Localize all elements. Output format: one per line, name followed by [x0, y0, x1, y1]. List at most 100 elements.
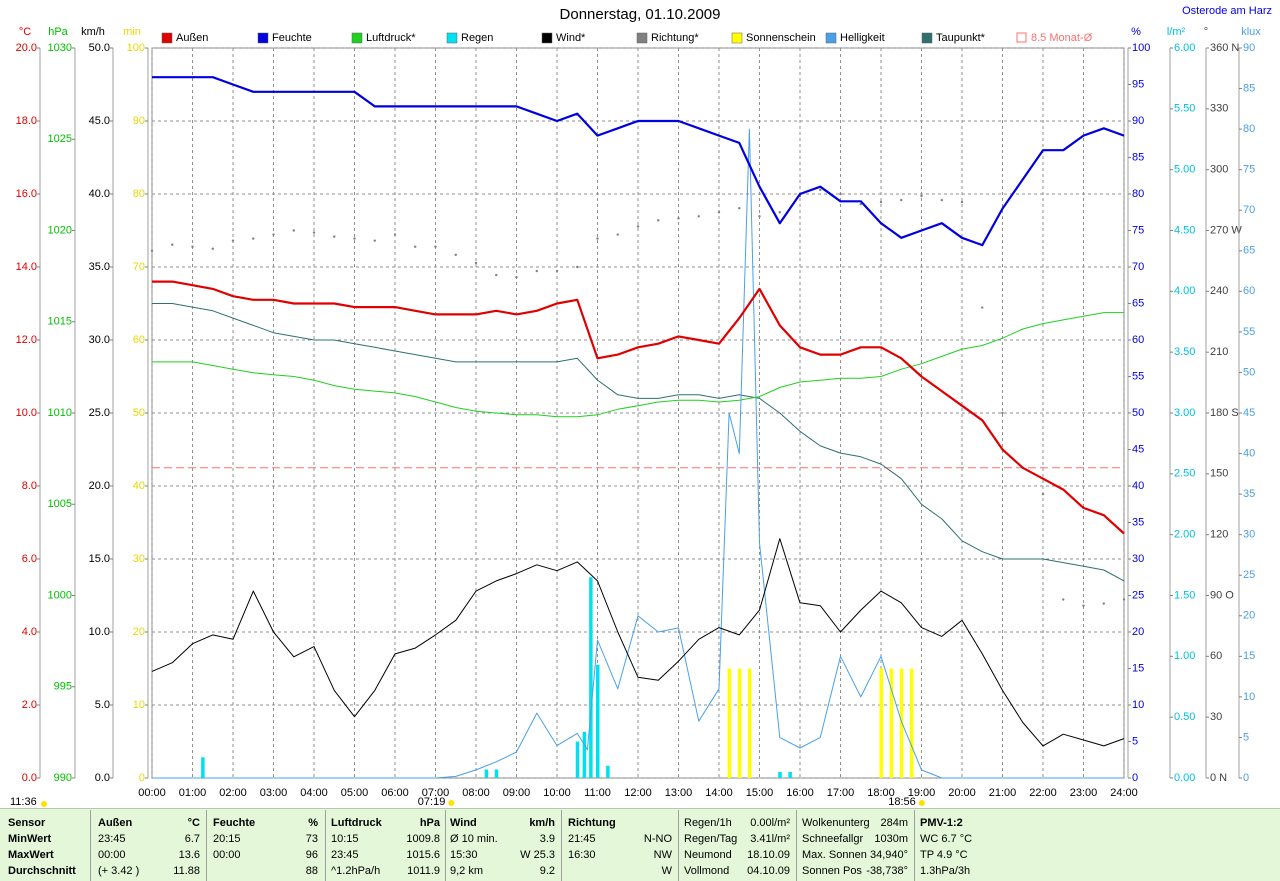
- y-tick-label: 35.0: [89, 261, 110, 273]
- y-tick-label: 270 W: [1210, 224, 1242, 236]
- stats-cell: 3.41l/m²: [750, 833, 790, 845]
- y-tick-label: 330: [1210, 103, 1228, 115]
- y-tick-label: 1025: [48, 133, 72, 145]
- legend-label: 8.5 Monat-Ø: [1031, 32, 1093, 44]
- y-tick-label: 20: [133, 626, 145, 638]
- stats-separators: [90, 810, 915, 881]
- x-tick-label: 00:00: [138, 787, 166, 799]
- y-tick-label: 65: [1132, 297, 1144, 309]
- series-dot: [1041, 492, 1045, 496]
- series-dot: [535, 269, 538, 273]
- y-tick-label: 40.0: [89, 188, 110, 200]
- y-tick-label: 10: [1132, 699, 1144, 711]
- series-dot: [474, 261, 478, 265]
- stats-cell: Außen: [98, 817, 133, 829]
- y-tick-label: 20: [1132, 626, 1144, 638]
- series-dot: [1082, 604, 1085, 607]
- x-tick-label: 18:00: [867, 787, 895, 799]
- y-tick-label: 35: [1132, 516, 1144, 528]
- y-tick-label: 15: [1132, 662, 1144, 674]
- axis-title: hPa: [48, 26, 68, 38]
- y-tick-label: 90: [1132, 115, 1144, 127]
- sun-dot: [41, 801, 47, 807]
- x-tick-label: 17:00: [827, 787, 855, 799]
- y-tick-label: 3.00: [1174, 407, 1195, 419]
- y-tick-label: 25: [1132, 589, 1144, 601]
- sun-dot: [448, 800, 455, 806]
- stats-cell: °C: [188, 817, 200, 829]
- series-dot: [414, 245, 417, 248]
- x-tick-label: 16:00: [786, 787, 814, 799]
- series-line: [152, 76, 1125, 247]
- axis-title: °: [1204, 26, 1208, 38]
- series-dot: [657, 219, 660, 222]
- bar: [727, 668, 732, 778]
- bar: [596, 664, 600, 778]
- y-tick-label: 75: [1132, 224, 1144, 236]
- series-line: [152, 128, 1124, 779]
- y-tick-label: 995: [54, 681, 72, 693]
- series-dot: [555, 269, 559, 273]
- y-tick-label: 5: [1243, 731, 1249, 743]
- stats-cell: hPa: [420, 817, 441, 829]
- x-tick-label: 12:00: [624, 787, 652, 799]
- bar: [484, 769, 489, 778]
- y-tick-label: 0: [139, 772, 145, 784]
- axis-title: °C: [19, 26, 31, 38]
- series-dot: [960, 200, 964, 204]
- y-tick-label: 60: [133, 334, 145, 346]
- legend-swatch: [921, 32, 933, 44]
- series-dot: [900, 198, 903, 202]
- stats-cell: Wolkenunterg: [802, 817, 870, 829]
- y-tick-label: 35: [1243, 488, 1255, 500]
- stats-cell: 1015.6: [406, 849, 440, 861]
- legend-swatch: [541, 32, 553, 44]
- series-dot: [859, 202, 862, 206]
- series-dot: [758, 215, 761, 218]
- x-tick-label: 20:00: [948, 787, 976, 799]
- y-tick-label: 40: [133, 480, 145, 492]
- bar: [778, 771, 782, 778]
- y-tick-label: 90: [1243, 42, 1255, 54]
- y-tick-label: 100: [127, 42, 145, 54]
- x-tick-label: 04:00: [300, 787, 328, 799]
- y-tick-label: 990: [54, 772, 72, 784]
- x-tick-label: 14:00: [705, 787, 733, 799]
- y-tick-label: 1000: [48, 589, 72, 601]
- sun-time: 18:56: [888, 796, 916, 808]
- stats-cell: 04.10.09: [747, 865, 790, 877]
- bar: [747, 668, 752, 778]
- series-dot: [454, 253, 457, 257]
- series-line: [152, 303, 1125, 582]
- y-tick-label: 25.0: [89, 407, 110, 419]
- y-tick-label: 90: [133, 115, 145, 127]
- series-dot: [677, 217, 680, 220]
- y-tick-label: 55: [1243, 326, 1255, 338]
- y-tick-label: 75: [1243, 164, 1255, 176]
- stats-cell: 3.9: [540, 833, 555, 845]
- series-dot: [191, 245, 194, 248]
- stats-cell: TP 4.9 °C: [920, 849, 968, 861]
- legend-swatch: [446, 32, 458, 44]
- stats-cell: Schneefallgr: [802, 833, 863, 845]
- y-tick-label: 40: [1243, 447, 1255, 459]
- y-tick-label: 8.0: [22, 480, 37, 492]
- bar: [909, 668, 914, 778]
- y-tick-label: 300: [1210, 164, 1228, 176]
- stats-cell: 9,2 km: [450, 865, 483, 877]
- bar: [737, 668, 742, 778]
- axis-title: %: [1131, 26, 1141, 38]
- y-tick-label: 1010: [48, 407, 72, 419]
- y-tick-label: 25: [1243, 569, 1255, 581]
- series-dot: [515, 275, 518, 279]
- y-tick-label: 80: [1132, 188, 1144, 200]
- x-tick-label: 13:00: [665, 787, 693, 799]
- y-tick-label: 50: [1243, 366, 1255, 378]
- axis-title: l/m²: [1167, 26, 1186, 38]
- stats-cell: MaxWert: [8, 849, 54, 861]
- y-tick-label: 1020: [48, 224, 72, 236]
- stats-cell: MinWert: [8, 833, 52, 845]
- y-tick-label: 20.0: [16, 42, 37, 54]
- series-dot: [596, 237, 599, 240]
